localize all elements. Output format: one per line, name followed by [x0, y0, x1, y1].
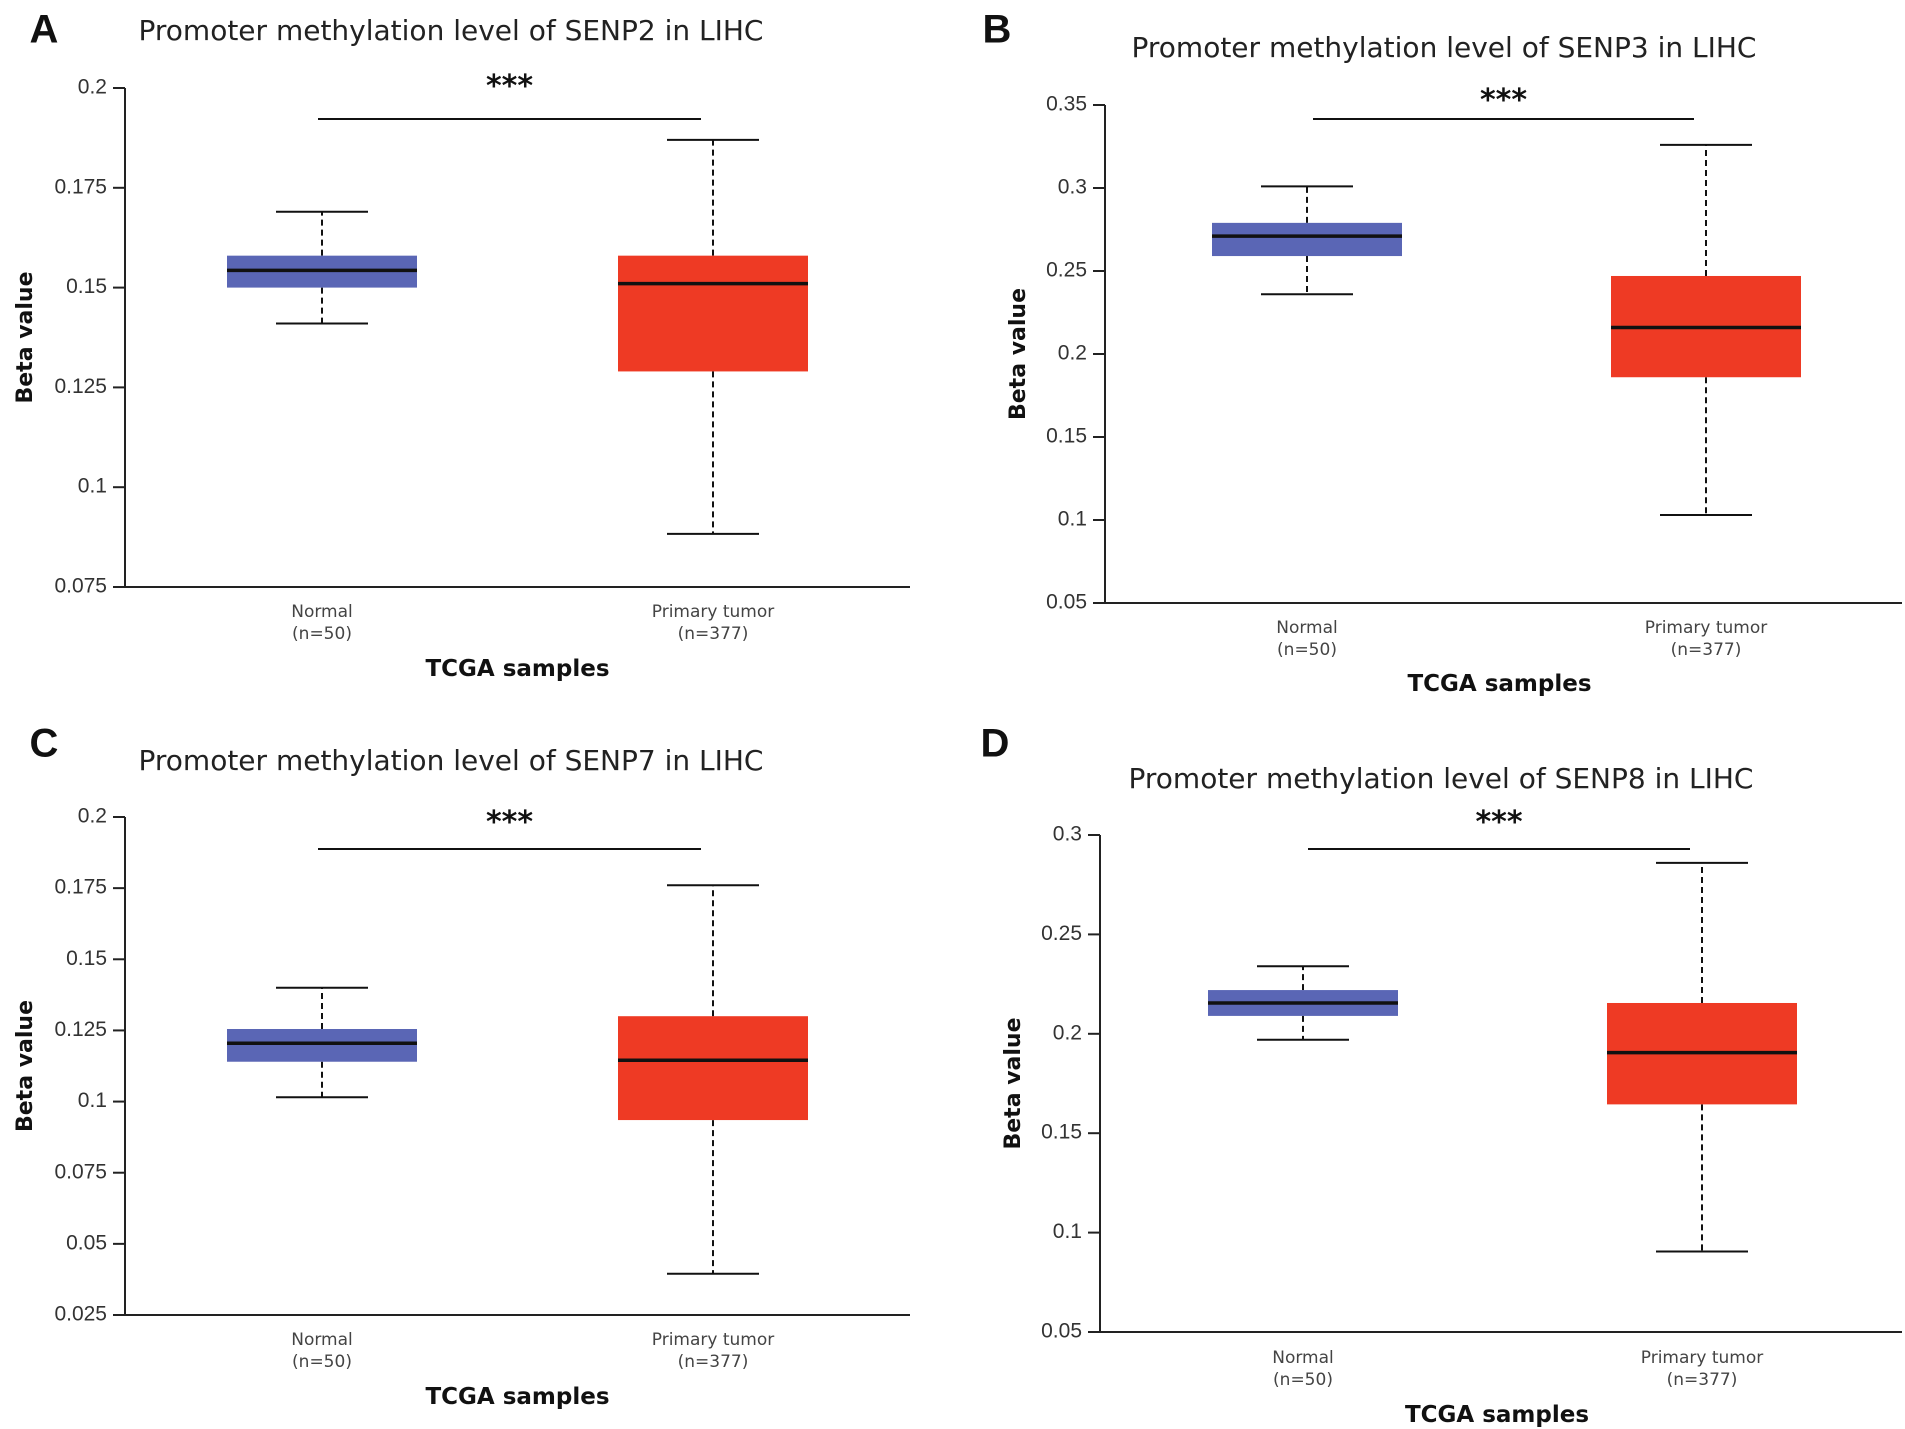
y-tick-label: 0.35: [1046, 93, 1087, 116]
y-tick-label: 0.15: [66, 947, 107, 970]
category-n-label: (n=377): [1667, 1370, 1738, 1390]
category-n-label: (n=50): [1273, 1370, 1333, 1390]
y-tick-label: 0.175: [54, 876, 107, 899]
y-tick-label: 0.15: [66, 275, 107, 298]
y-tick-label: 0.3: [1053, 823, 1082, 846]
box-primary-tumor: [1607, 861, 1797, 1253]
box-primary-tumor: [618, 138, 808, 535]
y-tick-label: 0.125: [54, 1018, 107, 1041]
category-n-label: (n=377): [678, 624, 749, 644]
y-tick-label: 0.2: [1053, 1021, 1082, 1044]
y-tick-label: 0.1: [1053, 1220, 1082, 1243]
category-n-label: (n=50): [292, 1352, 352, 1372]
iqr-box: [227, 1029, 417, 1062]
panel-b: B Promoter methylation level of SENP3 in …: [983, 8, 1902, 697]
x-axis-label: TCGA samples: [1407, 671, 1591, 697]
y-tick-label: 0.15: [1046, 425, 1087, 448]
chart-title: Promoter methylation level of SENP3 in L…: [1132, 31, 1757, 64]
y-axis-label: Beta value: [1006, 288, 1031, 420]
y-tick-label: 0.175: [54, 175, 107, 198]
y-tick-label: 0.2: [1058, 342, 1087, 365]
iqr-box: [618, 255, 808, 372]
y-axis-label: Beta value: [1001, 1017, 1026, 1149]
y-tick-label: 0.2: [78, 805, 107, 828]
y-tick-label: 0.075: [54, 1160, 107, 1183]
y-tick-label: 0.025: [54, 1303, 107, 1326]
category-label: Primary tumor: [652, 1330, 775, 1350]
category-label: Normal: [1276, 618, 1338, 638]
x-axis-label: TCGA samples: [425, 656, 609, 682]
significance-label: ***: [1475, 805, 1522, 840]
panel-c: C Promoter methylation level of SENP7 in …: [13, 722, 910, 1410]
y-tick-label: 0.05: [66, 1231, 107, 1254]
chart-title: Promoter methylation level of SENP2 in L…: [139, 14, 764, 47]
iqr-box: [1212, 222, 1402, 257]
y-tick-label: 0.1: [78, 475, 107, 498]
y-tick-label: 0.125: [54, 375, 107, 398]
y-tick-label: 0.25: [1041, 922, 1082, 945]
y-axis-label: Beta value: [13, 1000, 38, 1132]
box-normal: [227, 210, 417, 325]
category-label: Normal: [291, 602, 353, 622]
y-tick-label: 0.1: [78, 1089, 107, 1112]
category-label: Primary tumor: [1641, 1348, 1764, 1368]
category-n-label: (n=377): [678, 1352, 749, 1372]
significance-label: ***: [486, 69, 533, 104]
category-label: Primary tumor: [652, 602, 775, 622]
y-tick-label: 0.05: [1041, 1320, 1082, 1343]
category-label: Normal: [1272, 1348, 1334, 1368]
box-normal: [227, 986, 417, 1099]
significance-label: ***: [486, 805, 533, 840]
category-label: Normal: [291, 1330, 353, 1350]
x-axis-label: TCGA samples: [1405, 1402, 1589, 1428]
box-normal: [1212, 185, 1402, 296]
category-n-label: (n=377): [1671, 640, 1742, 660]
panel-letter: D: [981, 722, 1010, 766]
y-tick-label: 0.3: [1058, 176, 1087, 199]
significance-label: ***: [1480, 83, 1527, 118]
panel-letter: A: [30, 8, 59, 52]
chart-title: Promoter methylation level of SENP7 in L…: [139, 744, 764, 777]
y-tick-label: 0.075: [54, 575, 107, 598]
y-tick-label: 0.05: [1046, 591, 1087, 614]
category-label: Primary tumor: [1645, 618, 1768, 638]
panel-letter: C: [30, 722, 59, 766]
y-tick-label: 0.1: [1058, 508, 1087, 531]
panel-d: D Promoter methylation level of SENP8 in …: [981, 722, 1902, 1428]
y-tick-label: 0.2: [78, 76, 107, 99]
category-n-label: (n=50): [292, 624, 352, 644]
panel-letter: B: [983, 8, 1012, 52]
category-n-label: (n=50): [1277, 640, 1337, 660]
iqr-box: [618, 1016, 808, 1121]
chart-title: Promoter methylation level of SENP8 in L…: [1129, 762, 1754, 795]
x-axis-label: TCGA samples: [425, 1384, 609, 1410]
box-primary-tumor: [1611, 143, 1801, 517]
y-tick-label: 0.25: [1046, 259, 1087, 282]
y-axis-label: Beta value: [13, 271, 38, 403]
y-tick-label: 0.15: [1041, 1121, 1082, 1144]
box-primary-tumor: [618, 884, 808, 1275]
panel-a: A Promoter methylation level of SENP2 in …: [13, 8, 910, 682]
box-normal: [1208, 965, 1398, 1041]
